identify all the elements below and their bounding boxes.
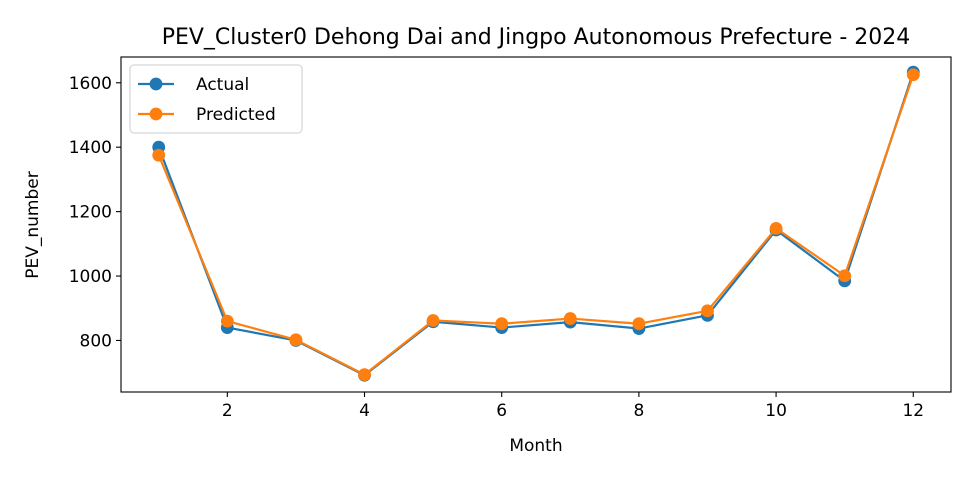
legend-marker — [149, 77, 163, 91]
y-tick-label: 1000 — [69, 267, 112, 287]
x-axis-label: Month — [509, 436, 562, 456]
x-tick-label: 12 — [902, 401, 924, 421]
x-tick-label: 6 — [496, 401, 507, 421]
series-line — [157, 71, 915, 377]
data-point — [838, 269, 852, 283]
legend-label: Predicted — [196, 105, 276, 125]
series-line — [157, 74, 915, 376]
x-tick-label: 4 — [359, 401, 370, 421]
legend-box — [129, 64, 303, 134]
y-tick-label: 1200 — [69, 203, 112, 223]
legend: Actual Predicted — [129, 64, 303, 134]
data-point — [289, 333, 303, 347]
data-point — [495, 317, 509, 331]
data-point — [906, 68, 920, 82]
y-tick-label: 1400 — [69, 138, 112, 158]
legend-label: Actual — [196, 75, 249, 95]
plot-area: 2 4 6 8 10 12 800 1000 1200 1400 1600 Actual Predict… — [69, 56, 952, 421]
y-axis-label: PEV_number — [23, 171, 43, 278]
data-point — [220, 314, 234, 328]
data-point — [632, 317, 646, 331]
plot-frame — [120, 56, 952, 393]
y-tick-label: 800 — [80, 331, 112, 351]
x-tick-label: 10 — [765, 401, 787, 421]
x-tick-label: 8 — [633, 401, 644, 421]
y-tick-label: 1600 — [69, 74, 112, 94]
series-1 — [152, 68, 920, 382]
legend-marker — [149, 107, 163, 121]
data-point — [426, 314, 440, 327]
data-point — [358, 368, 371, 382]
data-point — [563, 312, 577, 325]
data-point — [152, 148, 166, 162]
data-point — [701, 304, 714, 318]
chart-title: PEV_Cluster0 Dehong Dai and Jingpo Auton… — [162, 25, 911, 50]
x-tick-label: 2 — [222, 401, 233, 421]
data-point — [769, 221, 783, 235]
